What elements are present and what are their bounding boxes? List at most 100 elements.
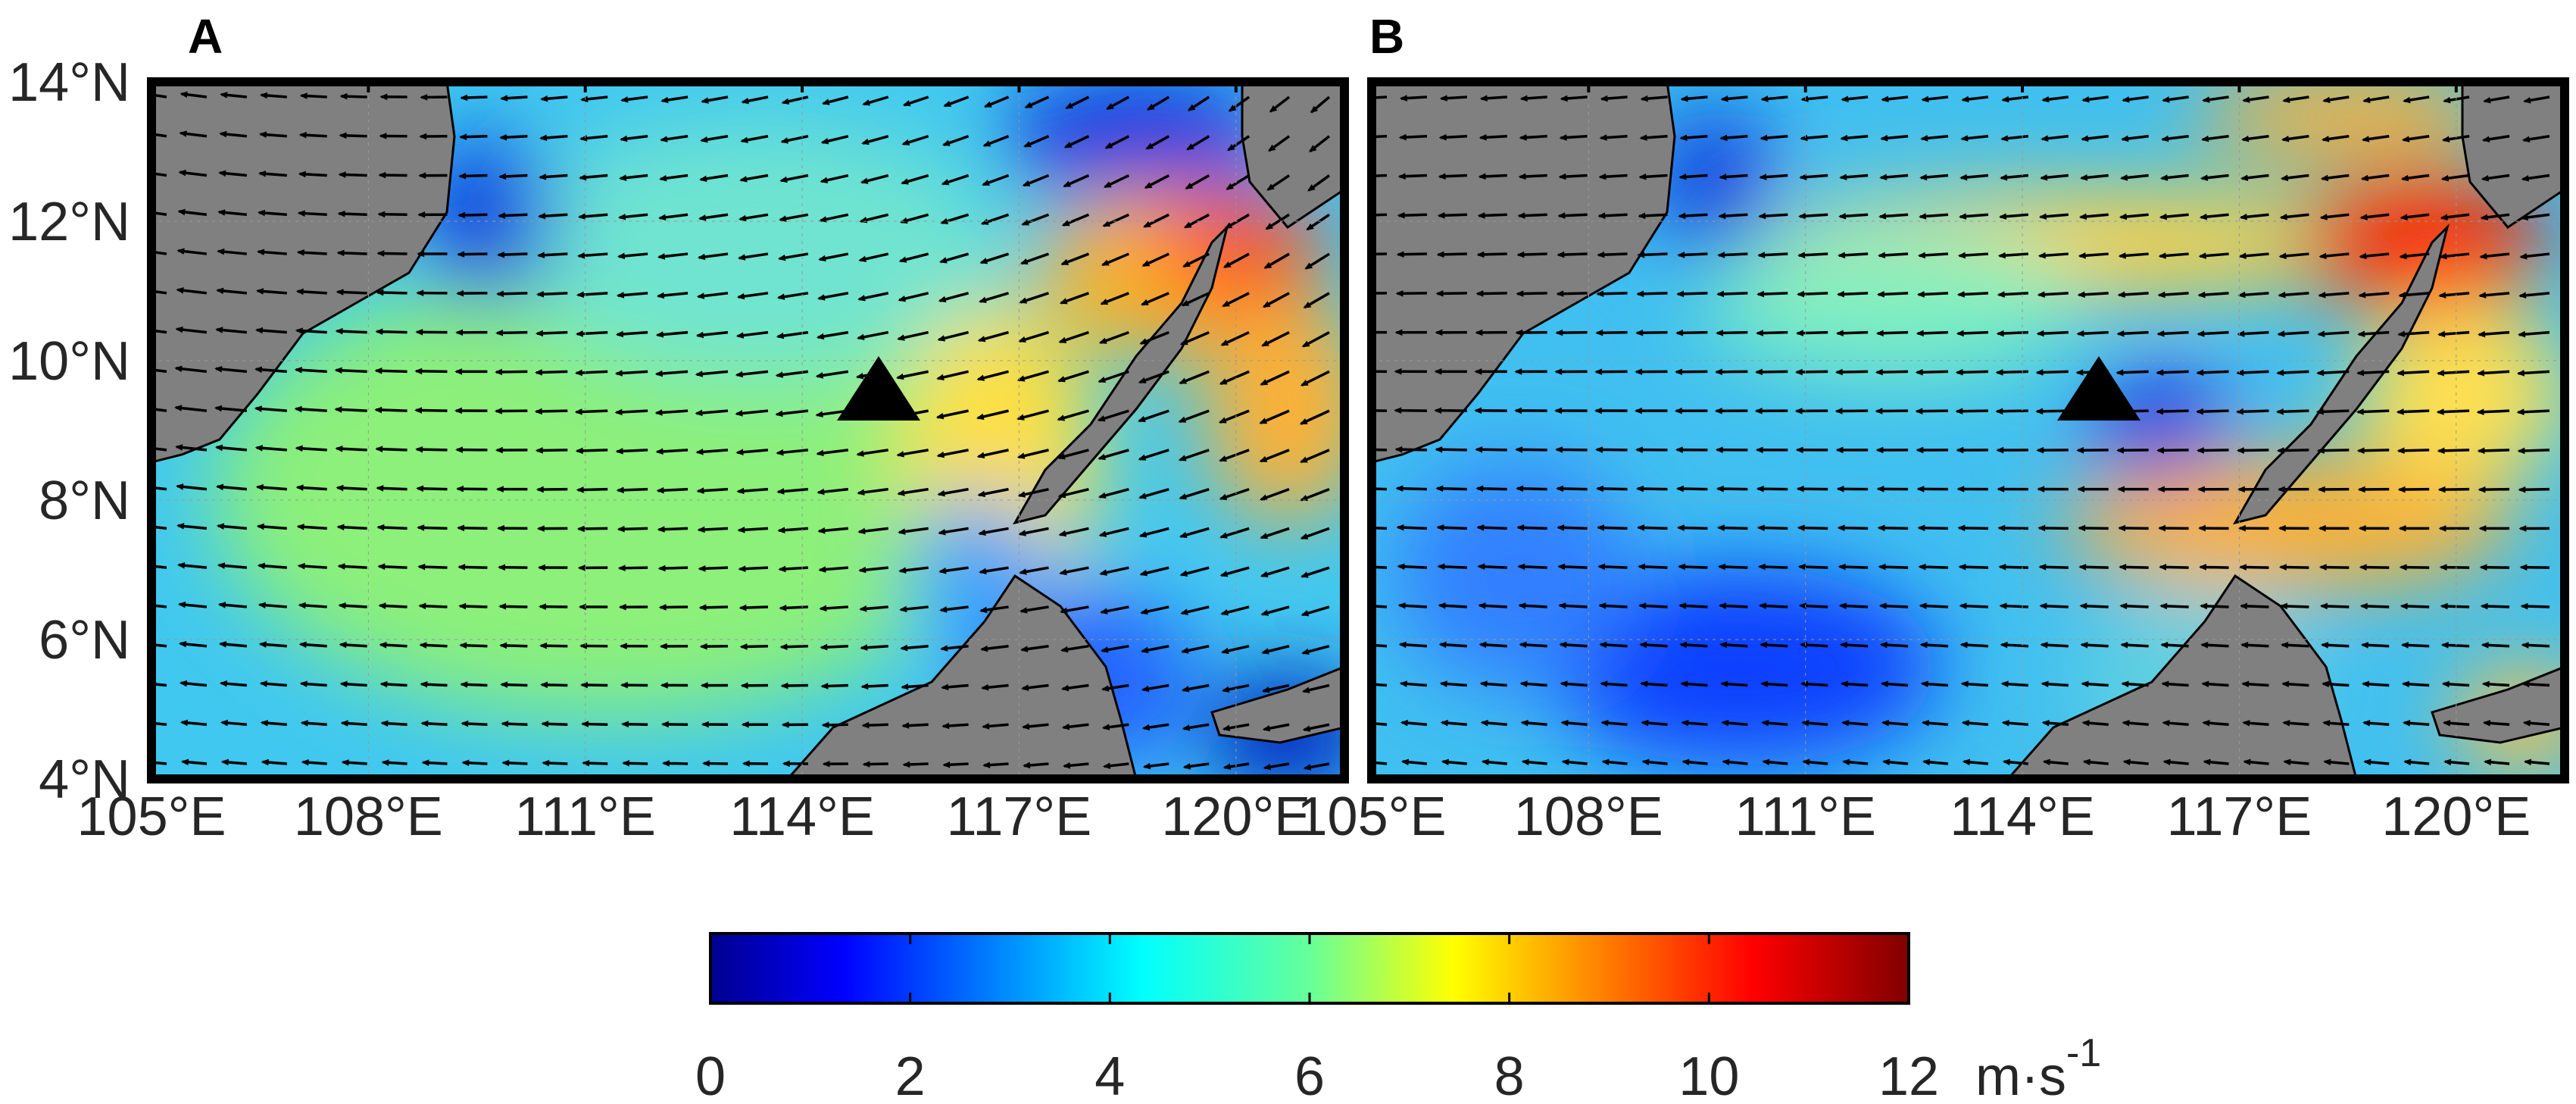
wind-arrow-head (618, 174, 627, 181)
wind-arrow-head (701, 760, 710, 767)
wind-arrow-head (176, 287, 184, 294)
wind-arrow-head (336, 249, 345, 257)
wind-arrow-head (415, 328, 423, 336)
wind-arrow-head (2243, 758, 2251, 766)
colorbar-scale (709, 932, 1910, 1005)
wind-arrow-head (336, 524, 345, 531)
wind-arrow-head (2278, 252, 2287, 260)
wind-arrow-head (379, 680, 388, 688)
wind-arrow-head (2159, 213, 2168, 220)
wind-arrow-head (857, 527, 866, 535)
wind-arrow-head (2162, 96, 2170, 103)
wind-arrow-head (1016, 414, 1025, 421)
wind-arrow-head (1677, 252, 1685, 258)
wind-arrow-head (179, 680, 188, 687)
wind-arrow-head (2200, 602, 2208, 610)
wind-arrow-head (495, 368, 503, 376)
wind-arrow-head (2119, 174, 2128, 181)
wind-arrow-head (696, 292, 705, 299)
wind-arrow-head (220, 92, 228, 99)
wind-arrow-head (1641, 758, 1650, 766)
wind-arrow-head (2520, 602, 2528, 610)
wind-arrow-head (1357, 563, 1365, 570)
wind-arrow-head (1557, 524, 1565, 531)
wind-arrow-head (1997, 291, 2005, 298)
wind-arrow-head (2403, 758, 2412, 766)
wind-arrow-head (338, 602, 346, 609)
wind-arrow-head (777, 527, 785, 533)
wind-arrow-head (576, 252, 585, 259)
wind-arrow-head (1060, 646, 1069, 653)
wind-arrow-head (1024, 102, 1033, 108)
wind-arrow-head (2443, 96, 2451, 104)
wind-arrow-head (1301, 648, 1310, 655)
wind-arrow-head (376, 485, 384, 492)
wind-arrow-head (659, 643, 667, 650)
wind-arrow-head (901, 139, 910, 145)
wind-arrow-head (1999, 602, 2007, 610)
wind-arrow-head (861, 721, 870, 729)
wind-arrow-head (2318, 564, 2327, 571)
wind-arrow-head (1635, 485, 1644, 493)
wind-arrow-head (1436, 524, 1444, 531)
wind-arrow-head (501, 759, 510, 767)
wind-arrow-head (2200, 642, 2209, 649)
wind-arrow-head (659, 174, 667, 182)
wind-arrow-head (2440, 642, 2449, 649)
wind-arrow-head (1300, 533, 1309, 539)
wind-arrow-head (2196, 369, 2204, 377)
wind-arrow-head (2323, 758, 2331, 766)
wind-arrow-head (1356, 290, 1363, 297)
wind-arrow-head (421, 759, 429, 766)
wind-arrow-head (301, 758, 309, 766)
wind-arrow-head (2278, 564, 2287, 571)
wind-arrow-head (1059, 298, 1068, 305)
wind-arrow-head (695, 331, 704, 339)
wind-arrow-head (2240, 135, 2250, 142)
wind-arrow-head (1018, 336, 1026, 343)
wind-arrow-head (2237, 486, 2245, 493)
wind-arrow-head (779, 643, 788, 650)
wind-arrow-head (2401, 680, 2410, 688)
wind-arrow-head (456, 485, 464, 493)
wind-arrow-head (1098, 377, 1107, 383)
wind-arrow-head (2282, 96, 2290, 104)
wind-arrow-head (137, 248, 145, 255)
wind-arrow-head (1219, 571, 1229, 577)
wind-arrow-head (779, 604, 787, 611)
wind-arrow-head (2397, 330, 2406, 338)
wind-arrow-head (2038, 213, 2047, 220)
wind-arrow-head (738, 214, 747, 222)
wind-arrow-head (2518, 292, 2527, 299)
wind-arrow-head (977, 336, 986, 342)
wind-arrow-head (2042, 758, 2050, 766)
wind-arrow-head (696, 487, 704, 494)
wind-arrow-head (1357, 524, 1364, 531)
wind-arrow-head (2483, 758, 2492, 766)
lat-tick-label: 10°N (8, 331, 130, 392)
wind-arrow-head (2118, 524, 2126, 532)
wind-arrow-head (1759, 134, 1768, 142)
wind-arrow-head (1518, 173, 1526, 180)
wind-arrow-head (1138, 377, 1147, 383)
wind-arrow-head (1956, 330, 1964, 337)
wind-arrow-head (1998, 213, 2007, 220)
wind-arrow-head (2316, 447, 2325, 454)
wind-arrow-head (2002, 758, 2011, 766)
wind-arrow-head (1519, 680, 1528, 687)
wind-arrow-head (1635, 446, 1643, 453)
wind-arrow-head (1057, 376, 1066, 383)
wind-arrow-head (2119, 602, 2128, 610)
wind-arrow-head (537, 564, 545, 571)
wind-arrow-head (935, 412, 945, 420)
wind-arrow-head (1306, 223, 1314, 230)
wind-arrow-head (1839, 641, 1847, 649)
wind-arrow-head (1478, 173, 1486, 180)
wind-arrow-head (134, 405, 142, 411)
wind-arrow-head (541, 721, 549, 727)
wind-arrow-head (981, 683, 989, 691)
wind-arrow-head (2280, 642, 2289, 649)
wind-arrow-head (2001, 719, 2009, 727)
wind-arrow-head (577, 565, 585, 571)
wind-arrow-head (1519, 641, 1527, 649)
